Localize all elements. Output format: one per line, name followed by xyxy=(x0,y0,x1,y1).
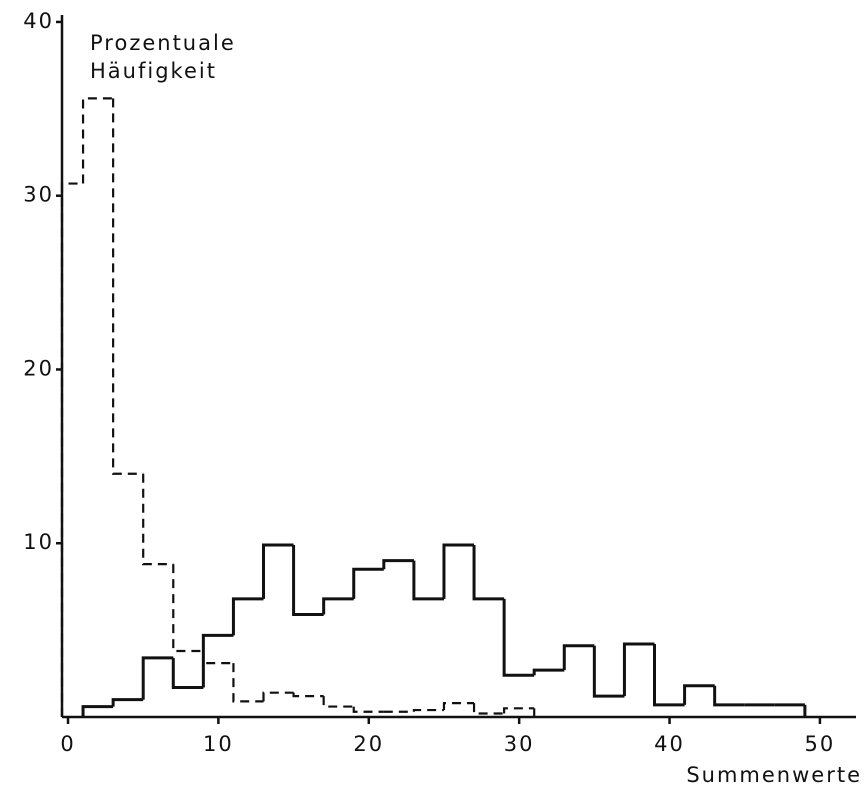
histogram-step xyxy=(111,698,144,707)
histogram-step xyxy=(472,703,505,715)
histogram-step xyxy=(382,559,414,570)
histogram-step xyxy=(562,644,595,671)
histogram-step xyxy=(653,644,685,707)
histogram-step xyxy=(60,182,84,717)
histogram-step xyxy=(81,97,114,184)
y-axis-label: Prozentuale xyxy=(90,31,236,55)
histogram-step xyxy=(202,650,234,665)
histogram-step xyxy=(262,691,294,702)
x-tick-label: 50 xyxy=(805,732,836,756)
histogram-step xyxy=(683,684,715,705)
histogram-step xyxy=(592,645,625,698)
histogram-step xyxy=(503,707,535,714)
histogram-step xyxy=(442,543,475,599)
y-axis-label: Häufigkeit xyxy=(90,59,217,83)
y-tick-label: 30 xyxy=(23,183,54,207)
histogram-step xyxy=(112,98,144,475)
x-tick-label: 0 xyxy=(60,732,75,756)
x-tick-label: 10 xyxy=(203,732,234,756)
histogram-step xyxy=(622,642,655,697)
histogram-step xyxy=(142,473,174,566)
histogram-step xyxy=(352,706,384,713)
y-tick-label: 40 xyxy=(23,9,54,33)
histogram-step xyxy=(352,567,384,599)
x-axis-label: Summenwerte xyxy=(686,763,862,787)
histogram-step xyxy=(172,564,204,653)
y-tick-label: 20 xyxy=(23,356,54,380)
x-tick-label: 40 xyxy=(654,732,685,756)
x-tick-label: 30 xyxy=(504,732,535,756)
histogram-step xyxy=(472,544,505,601)
histogram-step xyxy=(141,656,174,700)
histogram-step xyxy=(81,705,114,717)
histogram-step xyxy=(232,663,264,703)
histogram-step xyxy=(532,668,565,676)
x-tick-label: 20 xyxy=(353,732,384,756)
histogram-step xyxy=(292,544,324,616)
histogram-step xyxy=(231,597,264,636)
histogram-step xyxy=(412,560,444,601)
histogram-step xyxy=(412,708,444,712)
histogram-step xyxy=(292,692,324,698)
histogram-step xyxy=(442,701,475,711)
histogram-step xyxy=(322,597,354,615)
histogram-step xyxy=(322,696,354,708)
histogram-step xyxy=(713,685,745,707)
y-tick-label: 10 xyxy=(23,530,54,554)
histogram-step xyxy=(171,657,204,689)
histogram-step xyxy=(201,633,234,688)
histogram-step xyxy=(502,598,535,677)
histogram-step xyxy=(262,543,294,599)
